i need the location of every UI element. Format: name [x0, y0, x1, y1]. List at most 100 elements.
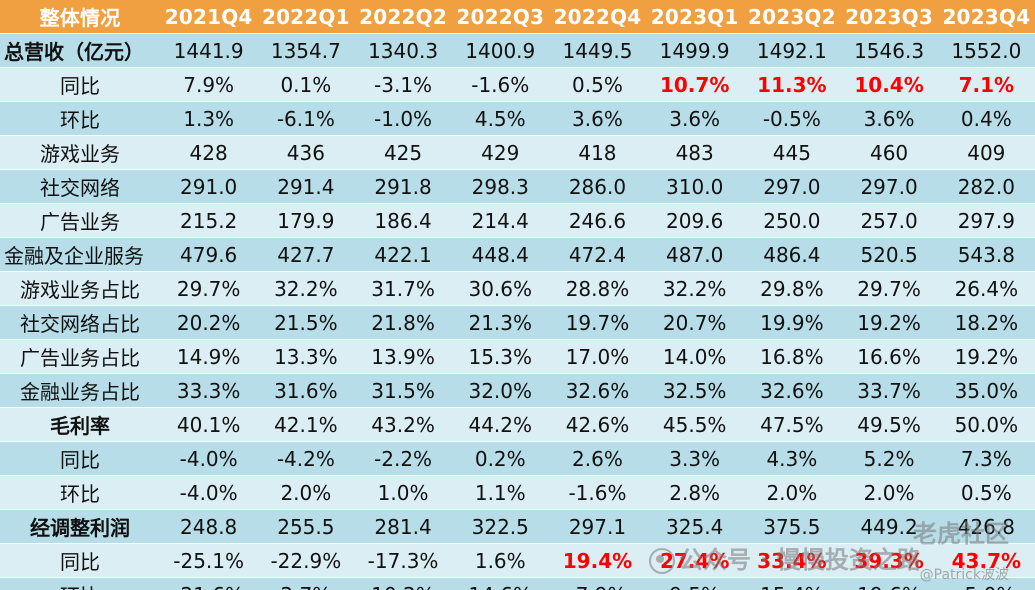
table-cell: 9.5% — [646, 577, 744, 590]
table-cell: -6.1% — [257, 101, 355, 136]
table-cell: -3.1% — [354, 67, 452, 102]
table-cell: 0.4% — [937, 101, 1035, 136]
table-cell: 1.6% — [451, 543, 549, 578]
table-cell: 43.7% — [937, 543, 1035, 578]
table-cell: 20.7% — [646, 305, 744, 340]
table-cell: -7.9% — [548, 577, 647, 590]
table-cell: 246.6 — [548, 203, 647, 238]
table-cell: 32.6% — [743, 373, 841, 408]
table-cell: 17.0% — [548, 339, 647, 374]
header-quarter: 2021Q4 — [160, 0, 258, 34]
table-cell: 47.5% — [743, 407, 841, 442]
header-quarter: 2022Q4 — [548, 0, 647, 34]
table-cell: 40.1% — [160, 407, 258, 442]
table-cell: 3.3% — [646, 441, 744, 476]
table-cell: 1546.3 — [840, 33, 938, 68]
table-cell: 448.4 — [451, 237, 549, 272]
table-cell: 21.3% — [451, 305, 549, 340]
table-cell: 282.0 — [937, 169, 1035, 204]
row-label: 游戏业务占比 — [0, 271, 161, 306]
table-cell: -1.6% — [451, 67, 549, 102]
table-cell: 7.9% — [160, 67, 258, 102]
table-cell: 543.8 — [937, 237, 1035, 272]
table-cell: 33.3% — [160, 373, 258, 408]
table-cell: 297.9 — [937, 203, 1035, 238]
table-cell: 2.8% — [646, 475, 744, 510]
table-cell: 409 — [937, 135, 1035, 170]
table-row: 社交网络 291.0 291.4 291.8 298.3 286.0 310.0 297.0 2… — [0, 169, 1035, 204]
table-row: 环比-21.6%2.7%10.2%14.6%-7.9%9.5%15.4%19.6… — [0, 577, 1035, 590]
table-cell: 28.8% — [548, 271, 647, 306]
table-cell: 1.1% — [451, 475, 549, 510]
table-cell: 186.4 — [354, 203, 452, 238]
table-cell: 215.2 — [160, 203, 258, 238]
row-label: 金融及企业服务 — [0, 237, 161, 272]
table-cell: 16.6% — [840, 339, 938, 374]
row-label: 环比 — [0, 577, 161, 590]
table-cell: 0.5% — [548, 67, 647, 102]
table-cell: 15.4% — [743, 577, 841, 590]
row-label: 同比 — [0, 67, 161, 102]
table-cell: 20.2% — [160, 305, 258, 340]
table-cell: 1400.9 — [451, 33, 549, 68]
table-cell: 32.6% — [548, 373, 647, 408]
table-cell: 0.2% — [451, 441, 549, 476]
table-row: 同比 -25.1% -22.9% -17.3% 1.6% 19.4% 27.4% 33.4% 3… — [0, 543, 1035, 578]
table-row: 环比 1.3% -6.1% -1.0% 4.5% 3.6% 3.6% -0.5% 3.6% 0.4… — [0, 101, 1035, 136]
table-cell: 1340.3 — [354, 33, 452, 68]
row-label: 社交网络 — [0, 169, 161, 204]
table-cell: 15.3% — [451, 339, 549, 374]
table-cell: 21.8% — [354, 305, 452, 340]
table-cell: 1.3% — [160, 101, 258, 136]
header-row: 整体情况 2021Q4 2022Q1 2022Q2 2022Q3 2022Q4 … — [0, 0, 1035, 34]
table-row: 同比 -4.0% -4.2% -2.2% 0.2% 2.6% 3.3% 4.3% 5.2% 7.3… — [0, 441, 1035, 476]
table-cell: 428 — [160, 135, 258, 170]
table-cell: 479.6 — [160, 237, 258, 272]
table-row: 同比 7.9% 0.1% -3.1% -1.6% 0.5% 10.7% 11.3% 10.4% 7… — [0, 67, 1035, 102]
table-row: 总营收（亿元） 1441.9 1354.7 1340.3 1400.9 1449.5 149… — [0, 33, 1035, 68]
table-cell: 19.9% — [743, 305, 841, 340]
table-cell: 3.6% — [646, 101, 744, 136]
table-cell: 21.5% — [257, 305, 355, 340]
table-row: 游戏业务 428 436 425 429 418 483 445 460 409 — [0, 135, 1035, 170]
header-quarter: 2023Q2 — [743, 0, 841, 34]
table-cell: 33.4% — [743, 543, 841, 578]
table-cell: 2.0% — [743, 475, 841, 510]
table-cell: 1.0% — [354, 475, 452, 510]
table-cell: 10.7% — [646, 67, 744, 102]
header-quarter: 2023Q3 — [840, 0, 938, 34]
table-cell: 426.8 — [937, 509, 1035, 544]
table-cell: -17.3% — [354, 543, 452, 578]
table-cell: 248.8 — [160, 509, 258, 544]
row-label: 毛利率 — [0, 407, 161, 442]
table-cell: 29.8% — [743, 271, 841, 306]
table-cell: 1354.7 — [257, 33, 355, 68]
table-cell: 425 — [354, 135, 452, 170]
table-body: 总营收（亿元） 1441.9 1354.7 1340.3 1400.9 1449.5 149… — [0, 33, 1035, 590]
table-cell: 7.3% — [937, 441, 1035, 476]
table-cell: 483 — [646, 135, 744, 170]
table-cell: 325.4 — [646, 509, 744, 544]
table-cell: 298.3 — [451, 169, 549, 204]
table-cell: 32.0% — [451, 373, 549, 408]
table-cell: 2.6% — [548, 441, 647, 476]
table-row: 毛利率 40.1% 42.1% 43.2% 44.2% 42.6% 45.5% 47.5% 49… — [0, 407, 1035, 442]
table-cell: -0.5% — [743, 101, 841, 136]
table-cell: -1.6% — [548, 475, 647, 510]
table-cell: 19.4% — [548, 543, 647, 578]
table-cell: 375.5 — [743, 509, 841, 544]
table-cell: 31.6% — [257, 373, 355, 408]
table-cell: 19.7% — [548, 305, 647, 340]
table-cell: 44.2% — [451, 407, 549, 442]
row-label: 社交网络占比 — [0, 305, 161, 340]
table-cell: 486.4 — [743, 237, 841, 272]
row-label: 环比 — [0, 101, 161, 136]
table-cell: 427.7 — [257, 237, 355, 272]
table-cell: 32.5% — [646, 373, 744, 408]
table-cell: 1552.0 — [937, 33, 1035, 68]
table-cell: 449.2 — [840, 509, 938, 544]
row-label: 同比 — [0, 543, 161, 578]
table-cell: 310.0 — [646, 169, 744, 204]
